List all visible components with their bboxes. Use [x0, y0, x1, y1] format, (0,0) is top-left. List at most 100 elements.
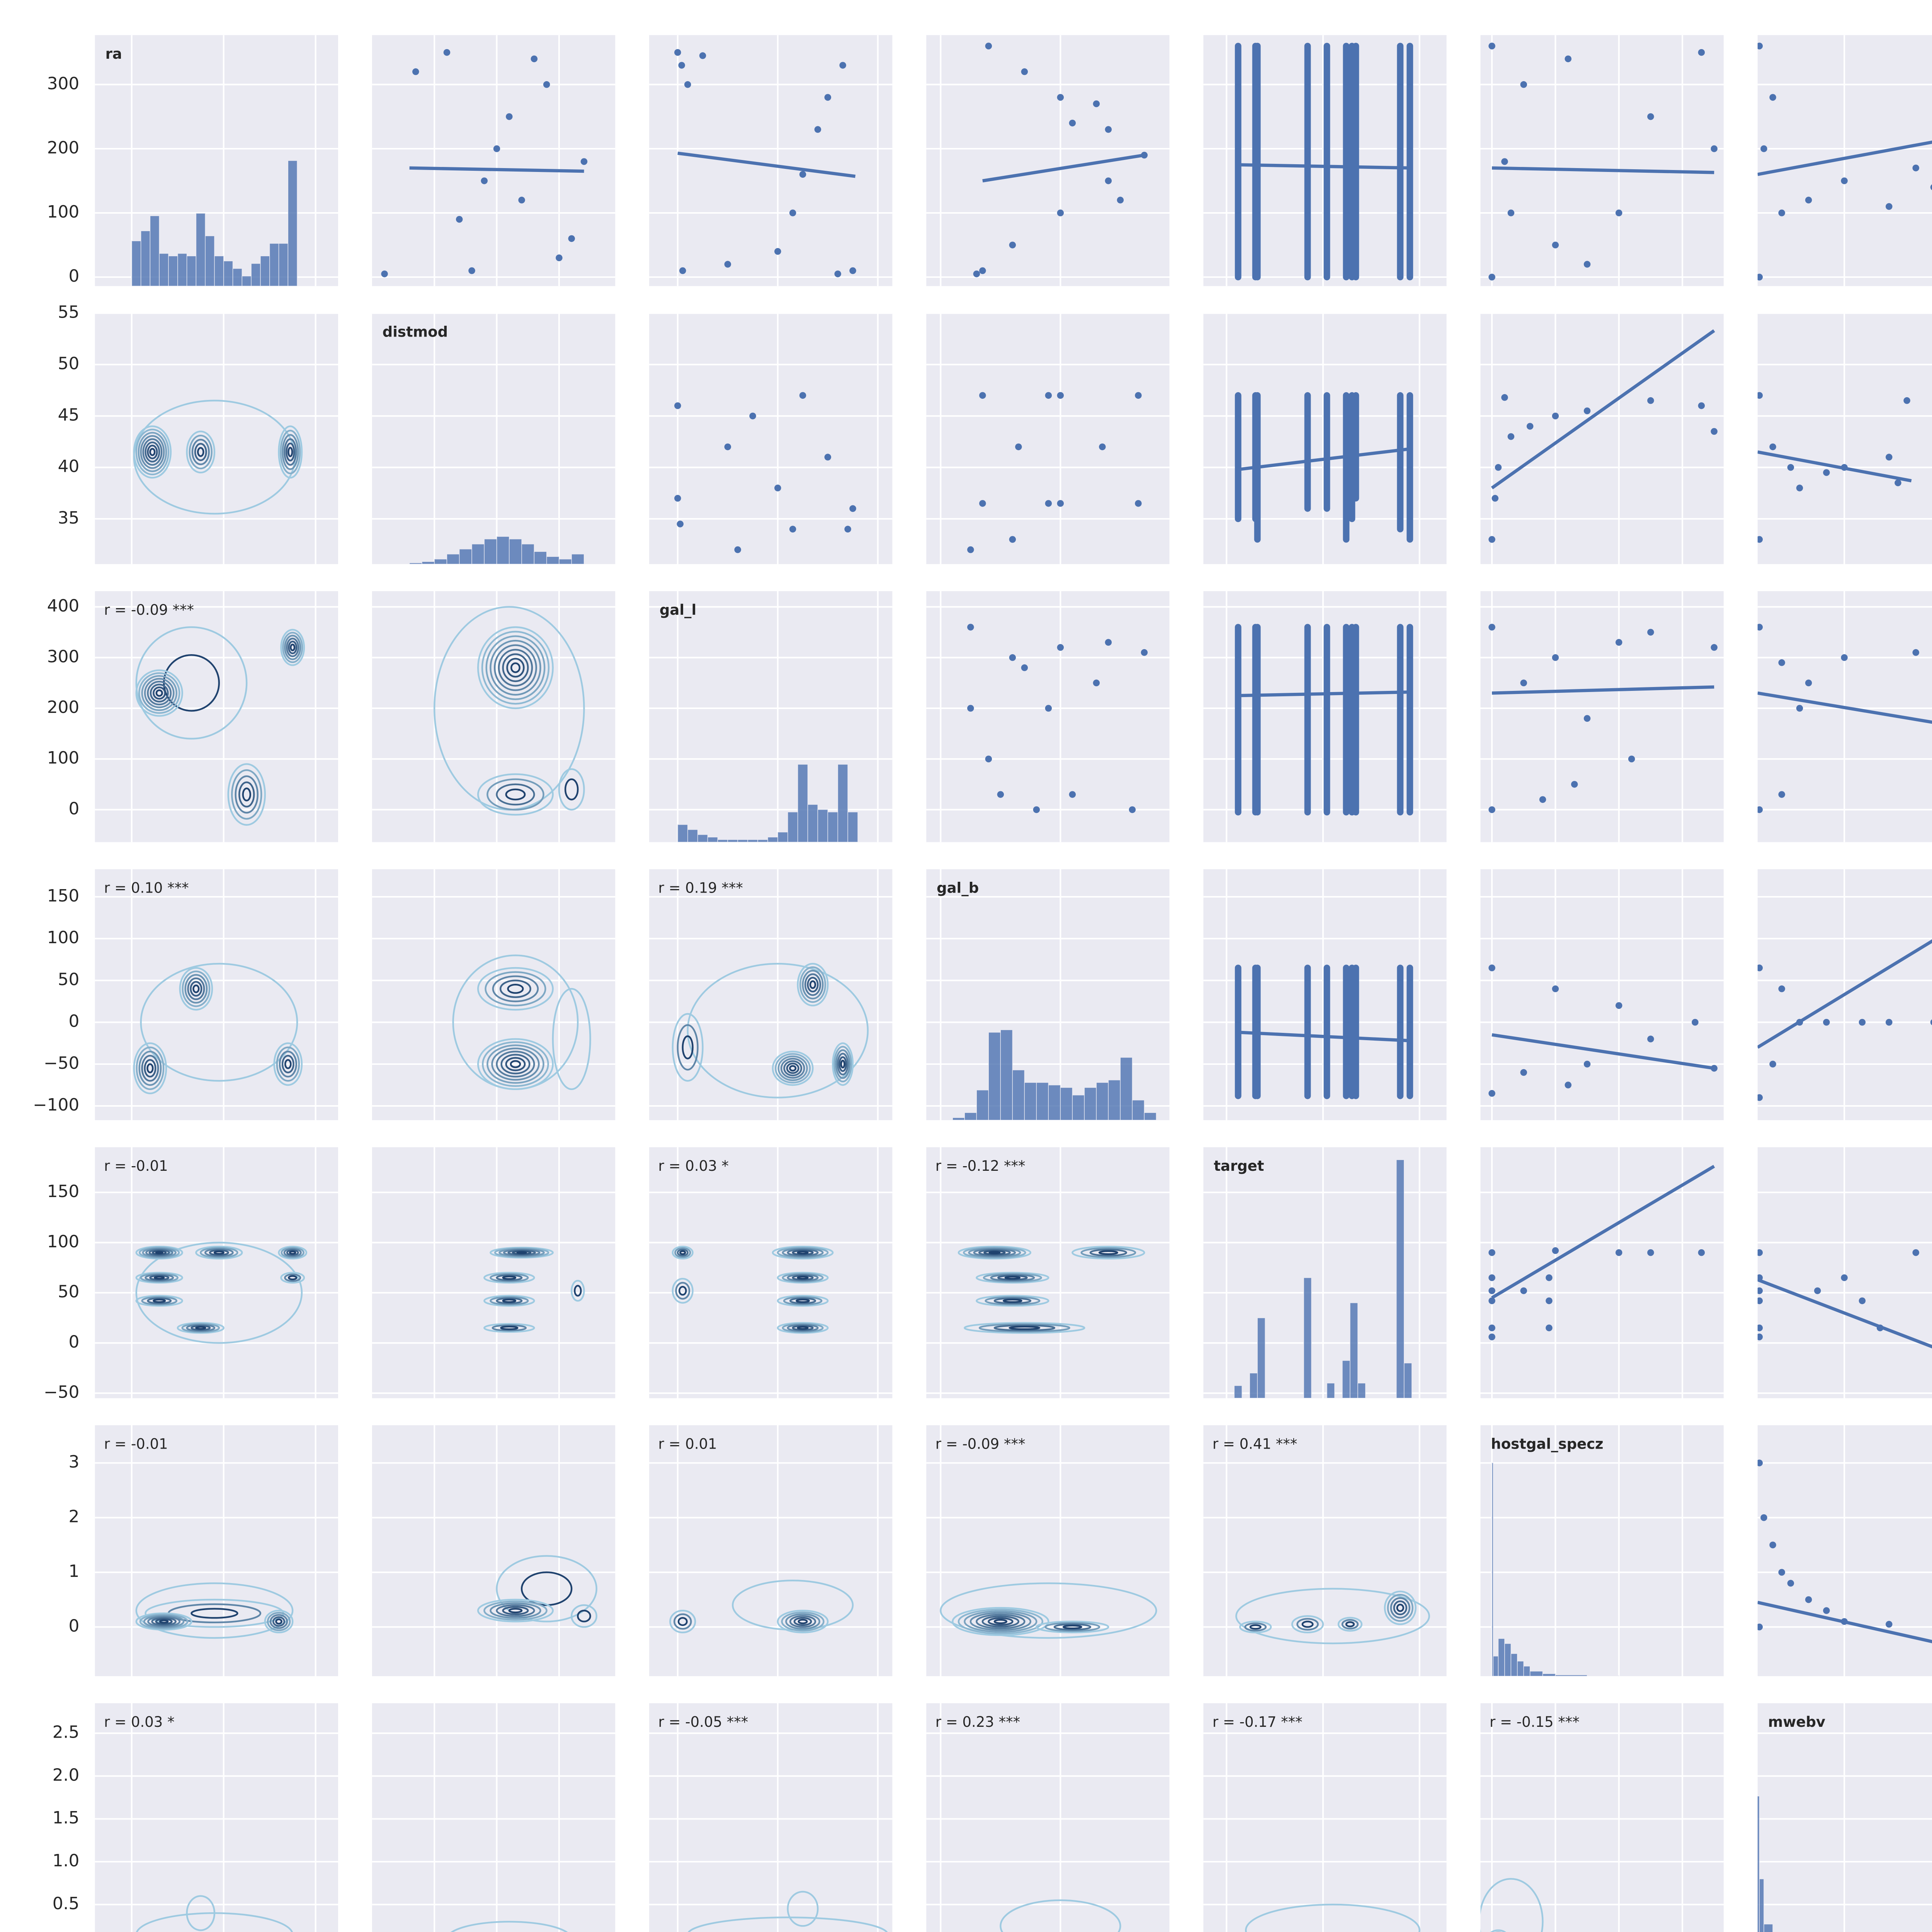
kde-contour: [485, 971, 546, 1007]
kde-contour: [777, 1055, 808, 1081]
kde-contour: [792, 1250, 814, 1256]
kde-contour: [281, 1055, 294, 1073]
scatter-point: [1021, 664, 1028, 671]
kde-contour: [789, 1065, 797, 1072]
panel: [1203, 35, 1447, 286]
kde-contour: [286, 638, 299, 657]
kde-contour: [1390, 1597, 1410, 1619]
kde-contour: [231, 769, 262, 820]
scatter-point: [1099, 443, 1106, 451]
kde-contour: [505, 1057, 526, 1071]
panel-marks: [1234, 1159, 1412, 1398]
kde-contour: [993, 1619, 1008, 1624]
scatter-point: [1823, 1607, 1830, 1614]
kde-contour: [272, 1616, 285, 1627]
kde-contour: [1000, 1899, 1121, 1932]
histogram-bar: [409, 562, 422, 564]
kde-contour: [181, 1323, 220, 1333]
scatter-point: [1488, 1333, 1495, 1340]
panel: [1757, 312, 1932, 564]
scatter-point: [1615, 1002, 1622, 1009]
kde-contour: [486, 778, 544, 811]
kde-contour: [142, 1247, 177, 1258]
kde-contour: [182, 970, 211, 1007]
scatter-point: [774, 248, 781, 255]
histogram-bar: [196, 213, 206, 286]
kde-contour: [783, 1296, 823, 1306]
kde-contour: [1384, 1590, 1417, 1625]
panel: [1203, 591, 1447, 842]
histogram-bar: [817, 809, 828, 842]
y-tick-label: 100: [47, 928, 80, 947]
y-tick-label: 0: [68, 266, 79, 286]
panel-marks: [1235, 392, 1413, 543]
panel: [372, 35, 616, 286]
scatter-point: [1692, 1019, 1699, 1026]
kde-contour: [238, 781, 255, 808]
kde-contour: [135, 626, 248, 740]
panel-background: [926, 313, 1170, 564]
kde-contour: [798, 1619, 808, 1624]
kde-contour: [133, 425, 172, 479]
histogram-bar: [1012, 1070, 1025, 1120]
kde-contour: [976, 1614, 1026, 1629]
scatter-point: [967, 624, 974, 631]
kde-contour: [1080, 1247, 1136, 1258]
kde-contour: [496, 1555, 597, 1622]
correlation-label: r = 0.03 *: [104, 1714, 174, 1730]
panel-marks: [669, 1580, 854, 1633]
panel-marks: [677, 764, 858, 842]
kde-contour: [797, 963, 829, 1007]
kde-contour: [502, 1299, 517, 1303]
histogram-bar: [496, 536, 510, 564]
kde-contour: [280, 629, 305, 666]
scatter-point: [556, 254, 563, 262]
kde-contour: [190, 981, 202, 997]
kde-contour: [777, 1295, 829, 1307]
kde-contour: [672, 1013, 704, 1082]
kde-contour: [564, 778, 579, 801]
scatter-point: [824, 454, 832, 461]
kde-contour: [990, 1274, 1035, 1282]
y-tick-label: 1: [68, 1561, 79, 1581]
kde-contour: [677, 1024, 699, 1071]
kde-contour: [679, 1250, 686, 1255]
scatter-point: [1647, 1036, 1654, 1043]
panel-background: [372, 1703, 616, 1932]
kde-contour: [154, 1276, 165, 1280]
y-tick-label: 400: [47, 596, 80, 616]
histogram-bar: [697, 834, 708, 842]
kde-contour: [789, 1615, 816, 1628]
scatter-point: [1057, 94, 1064, 101]
scatter-point: [1647, 629, 1654, 636]
histogram-bar: [159, 253, 169, 286]
panel-background: [926, 1425, 1170, 1676]
scatter-point: [979, 392, 986, 399]
kde-contour: [673, 1613, 692, 1630]
histogram-bar: [140, 230, 151, 286]
kde-contour: [780, 1058, 805, 1079]
kde-contour: [832, 1042, 854, 1086]
kde-contour: [993, 1297, 1032, 1304]
scatter-point: [1488, 1324, 1495, 1332]
panel-background: [1480, 1147, 1724, 1398]
kde-contour: [235, 775, 259, 814]
kde-contour: [672, 1278, 694, 1304]
regression-line: [1492, 166, 1714, 174]
scatter-point: [1757, 1333, 1763, 1340]
kde-contour: [1345, 1621, 1355, 1628]
kde-contour: [155, 1618, 173, 1625]
kde-contour: [144, 678, 175, 708]
panel-marks: [452, 954, 591, 1090]
kde-contour: [510, 662, 520, 673]
kde-contour: [1490, 1929, 1507, 1932]
kde-contour: [153, 686, 166, 700]
panel-background: [1480, 869, 1724, 1120]
scatter-point: [1069, 119, 1076, 127]
kde-contour: [799, 966, 826, 1003]
panel: r = -0.15 ***: [1480, 1703, 1724, 1932]
scatter-point: [1805, 1596, 1812, 1603]
kde-contour: [674, 1247, 691, 1258]
panel-background: [1203, 1703, 1447, 1932]
kde-contour: [976, 1272, 1049, 1284]
